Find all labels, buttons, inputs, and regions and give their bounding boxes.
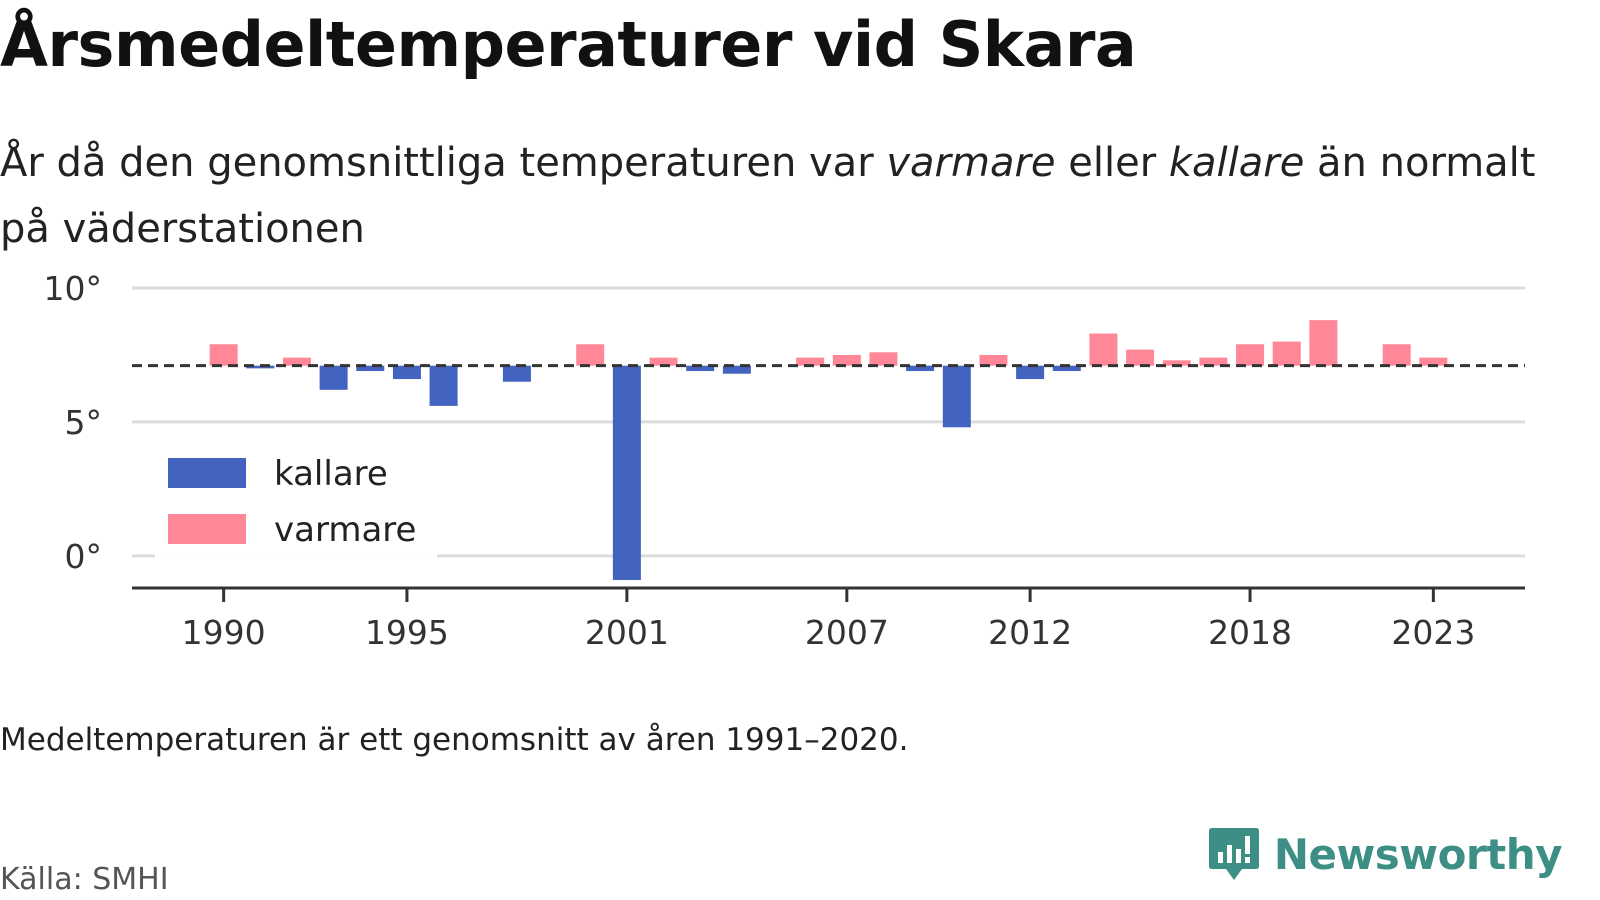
x-tick-label: 2007	[805, 613, 889, 652]
subtitle-part-3: än normalt på väderstationen	[0, 140, 1536, 252]
warm-bar-2008	[869, 352, 898, 366]
cold-bar-2012	[1016, 365, 1045, 380]
cold-bar-1998	[502, 365, 531, 382]
temperature-bar-chart: 0° 5° 10° kallare varmare 1990 1995 2001 2007 201…	[44, 270, 1525, 652]
warm-bar-2006	[796, 357, 825, 366]
cold-bar-2010	[942, 365, 971, 428]
cold-bar-1996	[429, 365, 458, 406]
y-tick-label: 5°	[65, 403, 103, 442]
subtitle-part-1: År då den genomsnittliga temperaturen va…	[0, 140, 887, 186]
warm-bar-2011	[979, 354, 1008, 366]
cold-bar-2009	[906, 365, 935, 372]
subtitle-cold-word: kallare	[1168, 140, 1305, 186]
warm-bar-2022	[1382, 344, 1411, 366]
warm-bar-1992	[282, 357, 311, 366]
warm-bar-2023	[1419, 357, 1448, 366]
warm-bar-2017	[1199, 357, 1228, 366]
cold-bar-1994	[356, 365, 385, 372]
warm-bar-2007	[832, 354, 861, 366]
y-tick-label: 0°	[65, 537, 103, 576]
legend-swatch-kallare	[168, 458, 246, 488]
warm-bar-2002	[649, 357, 678, 366]
warm-bar-2019	[1272, 341, 1301, 366]
brand-name: Newsworthy	[1273, 829, 1563, 879]
legend-label-varmare: varmare	[274, 510, 416, 550]
newsworthy-logo[interactable]: Newsworthy	[1208, 826, 1563, 882]
warm-bar-2016	[1162, 360, 1191, 366]
x-tick-label: 2012	[988, 613, 1072, 652]
subtitle-part-2: eller	[1055, 140, 1169, 186]
warm-bar-2000	[576, 344, 605, 366]
newsworthy-logo-icon	[1208, 828, 1259, 880]
y-tick-label: 10°	[44, 270, 103, 308]
footnote: Medeltemperaturen är ett genomsnitt av å…	[0, 722, 909, 758]
legend-swatch-varmare	[168, 514, 246, 544]
legend-label-kallare: kallare	[274, 454, 388, 494]
cold-bar-1993	[319, 365, 348, 390]
x-tick-label: 2023	[1391, 613, 1475, 652]
x-tick-label: 1990	[182, 613, 266, 652]
x-tick-label: 2018	[1208, 613, 1292, 652]
warm-bar-2020	[1309, 320, 1338, 366]
x-tick-label: 1995	[365, 613, 449, 652]
cold-bar-2003	[686, 365, 715, 372]
chart-subtitle: År då den genomsnittliga temperaturen va…	[0, 130, 1560, 262]
cold-bar-2013	[1052, 365, 1081, 372]
cold-bar-2001	[612, 365, 641, 580]
chart-title: Årsmedeltemperaturer vid Skara	[0, 8, 1137, 81]
subtitle-warm-word: varmare	[886, 140, 1056, 186]
source-credit: Källa: SMHI	[0, 862, 169, 897]
warm-bar-2015	[1126, 349, 1155, 366]
cold-bar-2004	[722, 365, 751, 374]
cold-bar-1995	[392, 365, 421, 380]
x-tick-label: 2001	[585, 613, 669, 652]
warm-bar-1990	[209, 344, 238, 366]
warm-bar-2018	[1236, 344, 1265, 366]
warm-bar-2014	[1089, 333, 1118, 366]
